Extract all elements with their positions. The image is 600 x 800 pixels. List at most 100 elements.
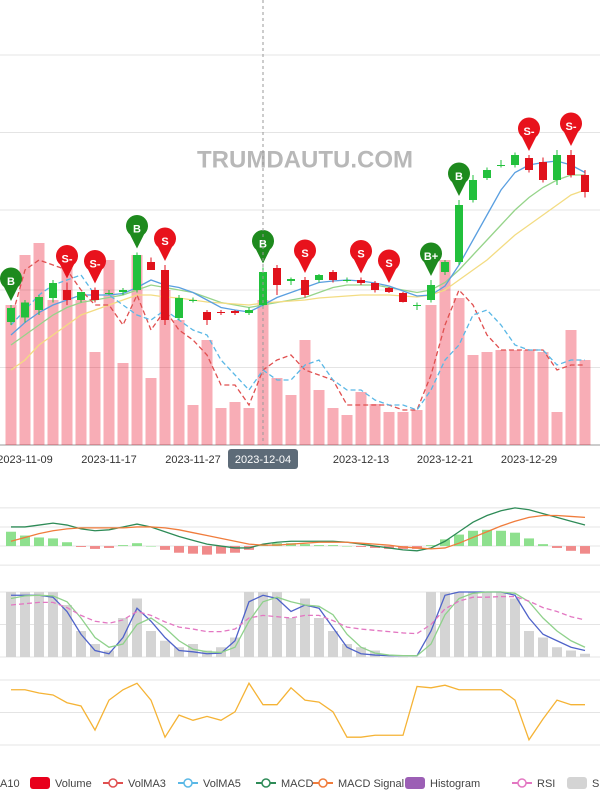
signal-label: B xyxy=(259,238,267,250)
candle-body xyxy=(511,155,519,165)
bar xyxy=(468,592,478,657)
candle-body xyxy=(49,283,57,298)
series-line xyxy=(10,274,585,411)
bar xyxy=(328,631,338,657)
signal-pin xyxy=(420,242,443,276)
bar xyxy=(440,539,450,547)
bar xyxy=(146,631,156,657)
bar xyxy=(482,529,492,547)
bar xyxy=(440,592,450,657)
bar xyxy=(467,355,479,445)
candle-body xyxy=(77,292,85,300)
bar xyxy=(76,546,86,547)
signal-marker: B xyxy=(126,215,148,249)
candle-body xyxy=(385,288,393,292)
bar xyxy=(314,545,324,547)
series-line xyxy=(10,514,586,550)
bar xyxy=(496,592,506,657)
bar xyxy=(523,350,535,445)
bar xyxy=(103,260,115,445)
candle-body xyxy=(525,158,533,170)
candle-body xyxy=(119,290,127,292)
bar xyxy=(551,412,563,445)
signal-label: S xyxy=(357,248,364,260)
bar xyxy=(132,543,142,547)
bar xyxy=(566,650,576,657)
candle-body xyxy=(357,280,365,283)
candle-body xyxy=(189,300,197,301)
candle-body xyxy=(21,302,29,318)
bar xyxy=(524,631,534,657)
candle-body xyxy=(35,297,43,310)
bar xyxy=(565,330,577,445)
bar xyxy=(160,640,170,657)
x-tick-label: 2023-12-04 xyxy=(235,454,291,466)
bar xyxy=(327,408,339,445)
legend-label: VolMA5 xyxy=(203,778,241,790)
bar xyxy=(188,546,198,554)
legend-item: S xyxy=(567,777,599,790)
candle-body xyxy=(329,272,337,280)
signal-marker: B+ xyxy=(420,242,443,276)
signal-pin xyxy=(518,117,541,151)
x-tick-label: 2023-12-21 xyxy=(417,454,473,466)
bar xyxy=(356,647,366,657)
bar xyxy=(552,647,562,657)
legend-item: Histogram xyxy=(405,777,480,790)
series-line xyxy=(10,174,585,346)
bar xyxy=(104,546,114,548)
legend-item: RSI xyxy=(512,778,555,790)
legend-item: A10 xyxy=(0,778,20,790)
candle-body xyxy=(133,255,141,290)
candle-body xyxy=(441,262,449,272)
signal-label: S- xyxy=(90,258,101,270)
legend-dot xyxy=(108,778,118,788)
bar xyxy=(146,546,156,547)
signal-marker: B xyxy=(447,162,470,196)
bar xyxy=(355,392,367,445)
bar xyxy=(300,544,310,547)
candle-body xyxy=(105,293,113,294)
series-line xyxy=(10,595,586,635)
signal-label: B xyxy=(7,276,15,288)
x-tick-label: 2023-11-17 xyxy=(81,454,136,466)
bar xyxy=(89,352,101,445)
bar xyxy=(174,647,184,657)
bar xyxy=(174,546,184,553)
candle-body xyxy=(63,290,71,300)
series-line xyxy=(11,507,586,552)
candle-body xyxy=(203,312,211,320)
legend-label: VolMA3 xyxy=(128,778,166,790)
bar xyxy=(286,618,296,657)
bar xyxy=(495,350,507,445)
legend-item: VolMA3 xyxy=(103,778,166,790)
bar xyxy=(33,243,45,445)
bar xyxy=(132,598,142,657)
signal-marker: S- xyxy=(518,117,541,151)
bar xyxy=(481,352,493,445)
candle-body xyxy=(217,312,225,313)
candle-body xyxy=(7,308,15,322)
legend-swatch xyxy=(567,777,587,789)
bar xyxy=(6,592,16,657)
series-line xyxy=(11,681,585,742)
bar xyxy=(300,598,310,657)
bar xyxy=(20,535,30,547)
candle-body xyxy=(483,170,491,178)
candle-body xyxy=(427,285,435,300)
legend-dot xyxy=(261,778,271,788)
candle-body xyxy=(287,279,295,281)
signal-label: S xyxy=(385,258,392,270)
candle-body xyxy=(161,270,169,320)
bar xyxy=(34,592,44,657)
bar xyxy=(580,653,590,657)
signal-pin xyxy=(56,245,79,279)
series-line xyxy=(10,189,586,371)
crosshair-label-bg xyxy=(228,449,298,469)
legend-dot xyxy=(183,778,193,788)
signal-pin xyxy=(126,215,148,249)
candle-body xyxy=(245,310,253,313)
legend-dot xyxy=(318,778,328,788)
bar xyxy=(454,534,464,547)
signal-pin xyxy=(0,267,22,301)
